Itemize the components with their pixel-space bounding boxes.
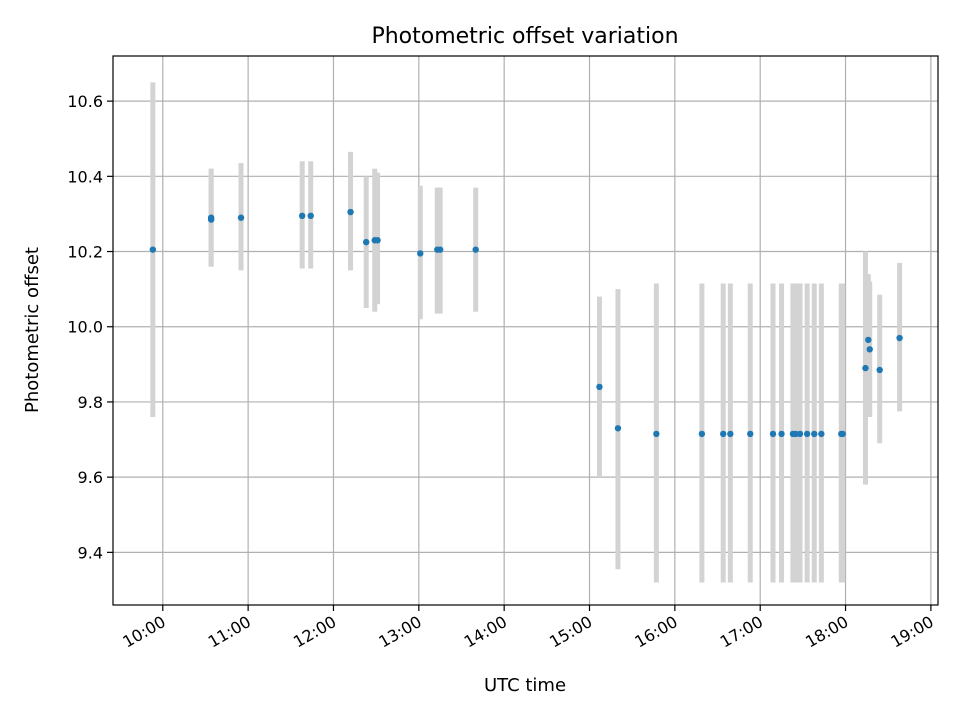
data-point [896, 334, 903, 342]
data-point [347, 208, 354, 216]
data-point [298, 212, 306, 220]
data-point [865, 336, 872, 344]
y-axis-label: Photometric offset [22, 247, 43, 413]
chart-title: Photometric offset variation [371, 24, 678, 49]
y-tick-label: 9.4 [78, 543, 103, 562]
data-point [866, 346, 873, 353]
data-point [720, 430, 727, 438]
data-point [796, 430, 804, 438]
data-point [374, 237, 381, 244]
data-point [769, 430, 777, 438]
data-point [472, 246, 479, 253]
data-point [436, 246, 444, 253]
data-point [727, 430, 734, 438]
data-point [862, 364, 869, 372]
data-point [417, 250, 424, 257]
data-point [818, 430, 825, 438]
data-point [207, 214, 215, 221]
y-tick-label: 10.4 [67, 167, 103, 186]
data-point [614, 425, 622, 432]
data-points [149, 208, 903, 438]
y-tick-label: 9.8 [78, 393, 103, 412]
data-point [698, 430, 706, 438]
data-point [811, 430, 818, 438]
data-point [596, 383, 603, 391]
data-point [839, 430, 846, 438]
data-point [149, 246, 157, 253]
data-point [307, 212, 314, 220]
data-point [747, 430, 754, 438]
y-tick-label: 9.6 [78, 468, 103, 487]
data-point [803, 430, 811, 438]
data-point [876, 366, 883, 374]
x-axis-label: UTC time [484, 675, 566, 696]
y-tick-label: 10.6 [67, 92, 103, 111]
data-point [237, 214, 245, 221]
data-point [653, 430, 660, 438]
y-tick-label: 10.0 [67, 318, 103, 337]
data-point [362, 238, 370, 246]
data-point [778, 430, 785, 438]
y-tick-label: 10.2 [67, 243, 103, 262]
y-axis: 9.4 9.6 9.8 10.0 10.2 10.4 10.6 [67, 92, 113, 562]
plot-frame [112, 55, 939, 606]
